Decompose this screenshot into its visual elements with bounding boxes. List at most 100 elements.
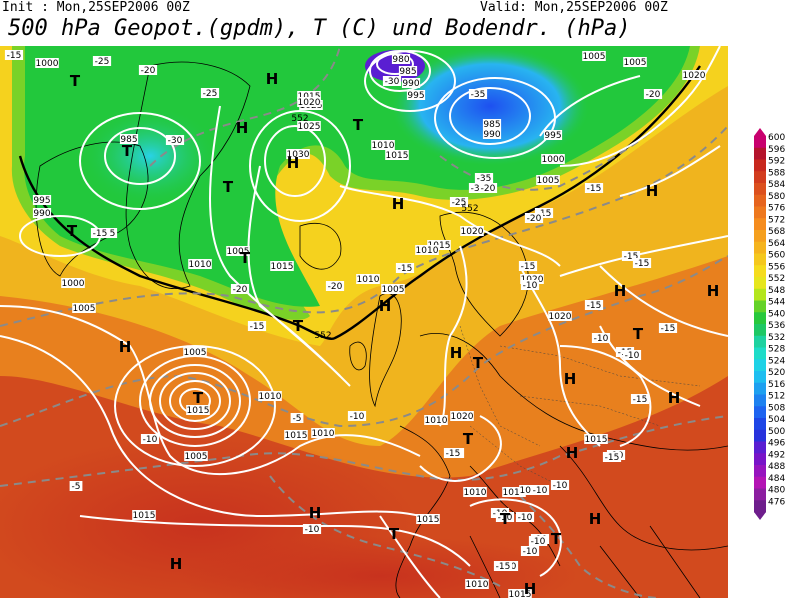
legend-swatch: [754, 265, 766, 278]
temperature-label: -15: [537, 209, 552, 219]
isobar-label: 1005: [227, 247, 250, 257]
isobar-label-bg: [119, 134, 139, 144]
isobar-label-bg: [132, 510, 156, 520]
isobar-label-bg: [463, 487, 487, 497]
pressure-system-marker: H: [707, 282, 720, 300]
temperature-label-bg: [92, 56, 112, 66]
cyan-low-nw: [80, 106, 220, 206]
temperature-label: -15: [587, 184, 602, 194]
temperature-label: -35: [477, 174, 492, 184]
temperature-label-bg: [632, 258, 652, 268]
legend-swatch: [754, 241, 766, 254]
isobar-label: 1000: [62, 279, 85, 289]
isobar-label-bg: [183, 347, 207, 357]
height-contour-label: 552: [461, 204, 478, 214]
isobar-label-bg: [482, 119, 502, 129]
legend-value: 548: [768, 286, 785, 296]
pressure-system-marker: H: [379, 297, 392, 315]
temperature-label: -25: [95, 57, 110, 67]
height-contour-label: 552: [291, 114, 308, 124]
isobar-label: 1005: [184, 348, 207, 358]
temperature-label-bg: [140, 434, 160, 444]
isobar-label-bg: [270, 261, 294, 271]
legend-value: 580: [768, 192, 785, 202]
temperature-label-bg: [630, 394, 650, 404]
isobars: [0, 46, 728, 598]
isobar-label-bg: [450, 411, 474, 421]
isobar-label-bg: [184, 451, 208, 461]
isobar-label-bg: [623, 57, 647, 67]
map-canvas: 1000102510151020102510309859959901010100…: [0, 46, 728, 598]
isobar-label: 990: [402, 79, 419, 89]
isobar-label-bg: [427, 240, 451, 250]
isobar-label-bg: [401, 78, 421, 88]
isobar-label: 990: [33, 209, 50, 219]
temperature-label-bg: [643, 89, 663, 99]
isobar-label-bg: [584, 434, 608, 444]
legend-value: 512: [768, 392, 785, 402]
isobar-label: 1015: [271, 262, 294, 272]
temperature-label-bg: [658, 323, 678, 333]
isobar-label: 1015: [503, 488, 526, 498]
temperature-label: -15: [93, 229, 108, 239]
legend-swatch: [754, 171, 766, 184]
temperature-label: -10: [553, 481, 568, 491]
isobar-label-bg: [460, 226, 484, 236]
temperature-label: -10: [523, 281, 538, 291]
temperature-label: -25: [203, 89, 218, 99]
isobar-label-bg: [371, 140, 395, 150]
pressure-system-marker: T: [193, 389, 204, 407]
temperature-label-bg: [443, 448, 463, 458]
isobar-label: 1030: [287, 150, 310, 160]
isobar-label-bg: [35, 58, 59, 68]
legend-swatch: [754, 312, 766, 325]
isobar-label-bg: [381, 284, 405, 294]
height-contour-552: [18, 65, 701, 340]
legend-swatch: [754, 347, 766, 360]
temperature-label-bg: [602, 452, 622, 462]
temperature-label: -15: [624, 252, 639, 262]
pressure-system-marker: H: [287, 154, 300, 172]
isobar-label-bg: [682, 70, 706, 80]
isobar-label-bg: [548, 311, 572, 321]
isobar-label-bg: [520, 274, 544, 284]
isobar-label: 1005: [185, 452, 208, 462]
legend-value: 516: [768, 380, 785, 390]
isobar-label-bg: [415, 245, 439, 255]
map-title: 500 hPa Geopot.(gpdm), T (C) und Bodendr…: [8, 16, 631, 41]
temperature-label-bg: [165, 135, 185, 145]
legend-value: 492: [768, 450, 785, 460]
isobar-label-bg: [391, 54, 411, 64]
legend-value: 524: [768, 356, 785, 366]
temperature-label: -15: [587, 301, 602, 311]
temperature-label-bg: [468, 183, 488, 193]
isobar-label: 1010: [466, 580, 489, 590]
temperature-label: -20: [527, 214, 542, 224]
height-contour-label: 552: [314, 331, 331, 341]
temperature-label: -10: [531, 537, 546, 547]
isobar-label-bg: [536, 175, 560, 185]
isobar-label-bg: [297, 97, 321, 107]
legend-value: 564: [768, 239, 785, 249]
temperature-label-bg: [524, 213, 544, 223]
isobar-label-bg: [406, 90, 426, 100]
isobar-label-bg: [72, 303, 96, 313]
temperature-label-bg: [550, 480, 570, 490]
legend-swatch: [754, 230, 766, 243]
isobar-label: 1005: [583, 52, 606, 62]
temperature-label-bg: [4, 50, 24, 60]
isobar-label: 1005: [624, 58, 647, 68]
legend-value: 484: [768, 474, 785, 484]
temperature-label-bg: [90, 228, 110, 238]
pressure-system-marker: H: [450, 344, 463, 362]
pressure-system-marker: H: [119, 338, 132, 356]
legend-value: 552: [768, 274, 785, 284]
isobar-label-bg: [258, 391, 282, 401]
legend-swatch: [754, 500, 766, 513]
isobar-label: 1020: [549, 312, 572, 322]
isobar-label: 995: [33, 196, 50, 206]
temperature-label: -15: [661, 324, 676, 334]
temperature-label-bg: [534, 208, 554, 218]
isobar-label: 1015: [417, 515, 440, 525]
legend-swatch: [754, 206, 766, 219]
